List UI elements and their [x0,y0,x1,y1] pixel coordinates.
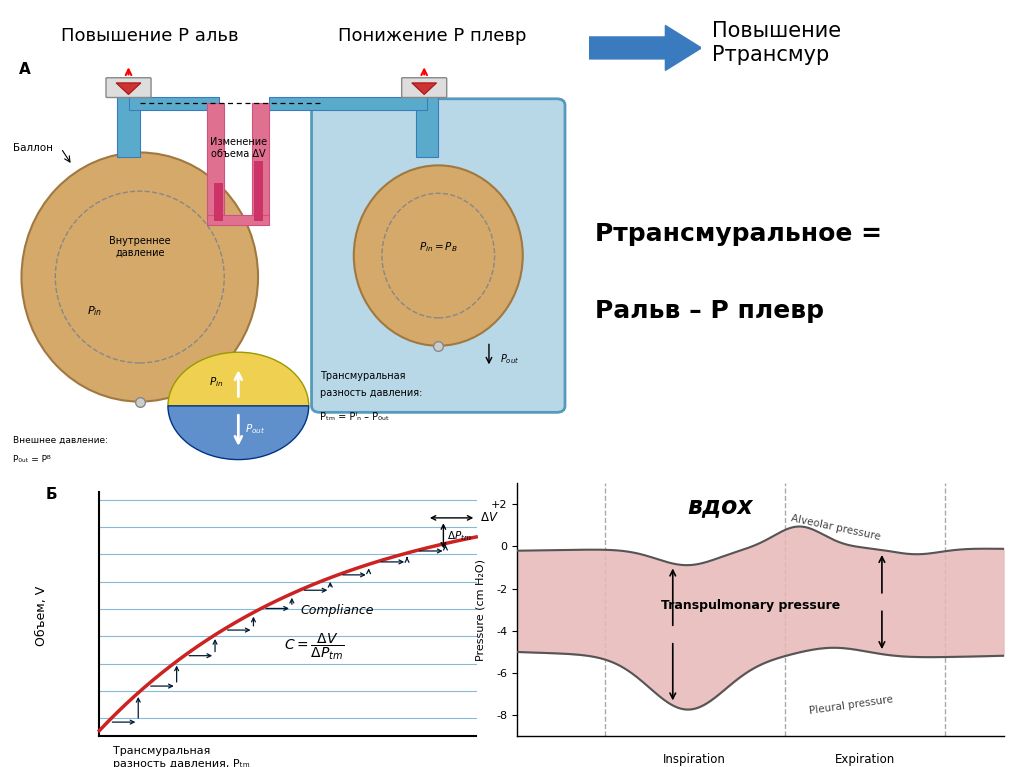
Text: Compliance: Compliance [300,604,374,617]
Text: $\Delta P_{tm}$: $\Delta P_{tm}$ [447,529,472,543]
Polygon shape [412,83,436,94]
Text: $P_{in}$: $P_{in}$ [209,375,223,389]
Ellipse shape [354,166,523,346]
Ellipse shape [22,153,258,402]
Text: $P_{out}$: $P_{out}$ [245,423,265,436]
Wedge shape [168,406,309,459]
Text: Понижение Р плевр: Понижение Р плевр [338,27,526,44]
Polygon shape [117,97,139,156]
Polygon shape [416,97,438,156]
Text: Pₜₘ = Pᴵₙ – P₀ᵤₜ: Pₜₘ = Pᴵₙ – P₀ᵤₜ [321,412,389,422]
Polygon shape [253,103,269,217]
Polygon shape [254,161,262,221]
Text: Inspiration: Inspiration [664,753,726,766]
Text: Expiration: Expiration [835,753,895,766]
Text: Повышение
Ртрансмур: Повышение Ртрансмур [712,21,841,64]
Text: P₀ᵤₜ = Pᴮ: P₀ᵤₜ = Pᴮ [13,455,51,464]
Text: Внешнее давление:: Внешнее давление: [13,436,109,445]
Text: разность давления, Pₜₘ: разность давления, Pₜₘ [113,759,250,767]
Polygon shape [116,83,141,94]
Text: $P_{out}$: $P_{out}$ [501,352,519,366]
Polygon shape [129,97,219,110]
Text: Ральв – Р плевр: Ральв – Р плевр [596,299,824,324]
Text: Баллон: Баллон [13,143,53,153]
Text: Внутреннее
давление: Внутреннее давление [109,236,171,258]
Polygon shape [589,25,701,71]
Text: $\Delta V$: $\Delta V$ [480,512,499,525]
Polygon shape [214,183,223,221]
Text: Трансмуральная: Трансмуральная [321,370,406,381]
FancyBboxPatch shape [401,77,446,97]
Wedge shape [168,352,309,406]
Text: Ртрансмуральное =: Ртрансмуральное = [596,222,883,246]
Text: Alveolar pressure: Alveolar pressure [790,513,881,542]
Text: $C = \dfrac{\Delta V}{\Delta P_{tm}}$: $C = \dfrac{\Delta V}{\Delta P_{tm}}$ [284,631,344,662]
Polygon shape [208,215,269,225]
Text: Объем, V: Объем, V [36,585,48,646]
Text: разность давления:: разность давления: [321,388,422,398]
Polygon shape [208,103,224,217]
Text: вдох: вдох [687,494,753,518]
Text: Transpulmonary pressure: Transpulmonary pressure [660,599,841,612]
Text: А: А [18,62,31,77]
Text: Повышение Р альв: Повышение Р альв [61,27,239,44]
Text: Трансмуральная: Трансмуральная [113,746,210,755]
Text: $P_{in}$: $P_{in}$ [87,304,102,318]
Text: $P_{in}=P_B$: $P_{in}=P_B$ [419,240,458,254]
Text: Б: Б [46,487,57,502]
Text: Изменение
объема ΔV: Изменение объема ΔV [210,137,267,159]
FancyBboxPatch shape [311,99,565,413]
FancyBboxPatch shape [106,77,152,97]
Y-axis label: Pressure (cm H₂O): Pressure (cm H₂O) [475,559,485,660]
Polygon shape [269,97,427,110]
Text: Pleural pressure: Pleural pressure [809,694,894,716]
